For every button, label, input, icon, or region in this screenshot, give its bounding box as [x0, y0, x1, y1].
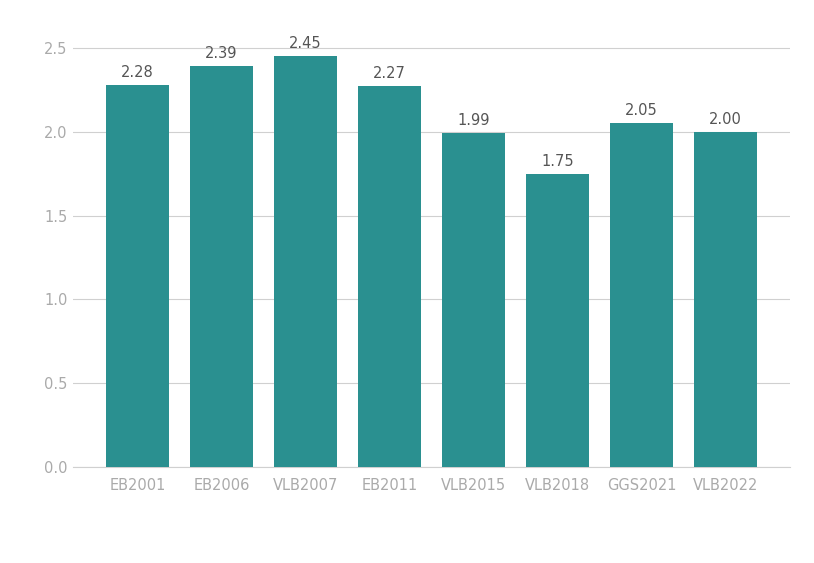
Text: 2.00: 2.00	[709, 111, 742, 127]
Text: 1.75: 1.75	[541, 154, 574, 168]
Text: 2.28: 2.28	[121, 65, 154, 79]
Text: 2.27: 2.27	[373, 66, 406, 81]
Bar	[610, 123, 673, 467]
Bar	[358, 86, 421, 467]
Bar	[274, 56, 337, 467]
Bar	[106, 84, 168, 467]
Text: 1.99: 1.99	[457, 113, 490, 128]
Bar	[694, 132, 757, 467]
Bar	[190, 66, 253, 467]
Bar	[526, 173, 589, 467]
Text: 2.45: 2.45	[289, 36, 322, 51]
Text: 2.05: 2.05	[625, 103, 658, 118]
Text: 2.39: 2.39	[205, 46, 238, 61]
Bar	[442, 133, 505, 467]
